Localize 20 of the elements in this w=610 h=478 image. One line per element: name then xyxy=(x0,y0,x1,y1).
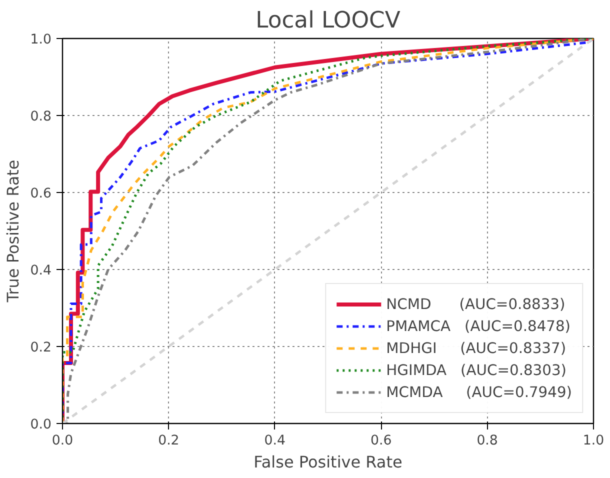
x-tick-label: 0.4 xyxy=(264,434,286,448)
legend-label: MDHGI (AUC=0.8337) xyxy=(386,340,566,356)
legend-label: PMAMCA (AUC=0.8478) xyxy=(386,318,571,334)
y-tick-label: 0.4 xyxy=(30,264,52,278)
legend-label: HGIMDA (AUC=0.8303) xyxy=(386,362,567,378)
y-tick-label: 0.8 xyxy=(30,110,52,124)
x-tick-label: 0.8 xyxy=(476,434,498,448)
x-tick-label: 0.0 xyxy=(52,434,74,448)
y-tick-label: 0.2 xyxy=(30,340,52,356)
x-tick-label: 0.6 xyxy=(370,434,392,448)
x-tick-label: 1.0 xyxy=(582,434,604,448)
chart-title: Local LOOCV xyxy=(256,8,401,34)
y-tick-label: 0.0 xyxy=(30,418,52,432)
legend-label: MCMDA (AUC=0.7949) xyxy=(386,384,572,400)
y-tick-label: 1.0 xyxy=(30,32,52,48)
y-tick-label: 0.6 xyxy=(30,186,52,202)
x-axis-title: False Positive Rate xyxy=(254,452,402,472)
legend-label: NCMD (AUC=0.8833) xyxy=(386,296,566,312)
x-tick-label: 0.2 xyxy=(158,434,180,448)
y-axis-title: True Positive Rate xyxy=(3,160,22,304)
